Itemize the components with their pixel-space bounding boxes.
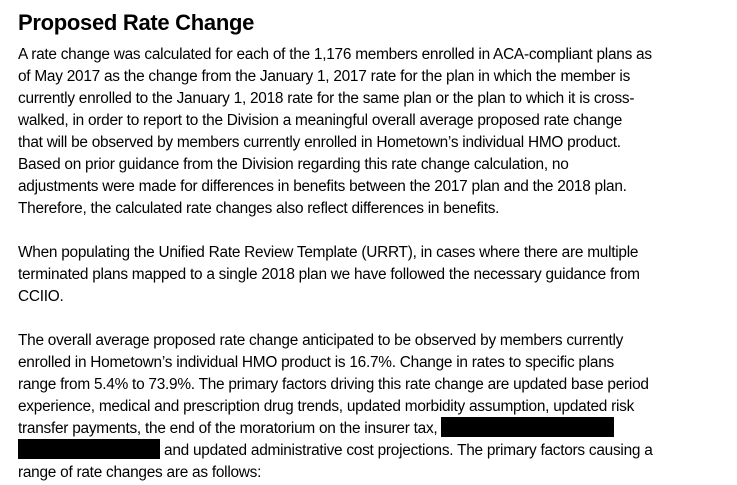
text-run: The overall average proposed rate change… — [18, 332, 624, 349]
text-run: transfer payments, the end of the morato… — [18, 420, 442, 437]
text-run: A rate change was calculated for each of… — [18, 46, 652, 63]
text-line: experience, medical and prescription dru… — [18, 396, 737, 418]
text-run: range from 5.4% to 73.9%. The primary fa… — [18, 376, 649, 393]
paragraph-1: A rate change was calculated for each of… — [18, 44, 737, 220]
text-line: enrolled in Hometown’s individual HMO pr… — [18, 352, 737, 374]
text-line: terminated plans mapped to a single 2018… — [18, 264, 737, 286]
text-line: currently enrolled to the January 1, 201… — [18, 88, 737, 110]
text-run: CCIIO. — [18, 288, 64, 305]
text-run: walked, in order to report to the Divisi… — [18, 112, 623, 129]
redaction-box — [441, 417, 615, 438]
text-run: enrolled in Hometown’s individual HMO pr… — [18, 354, 614, 371]
text-run: When populating the Unified Rate Review … — [18, 244, 639, 261]
text-run: Therefore, the calculated rate changes a… — [18, 200, 500, 217]
text-line: range from 5.4% to 73.9%. The primary fa… — [18, 374, 737, 396]
text-line: that will be observed by members current… — [18, 132, 737, 154]
text-run: currently enrolled to the January 1, 201… — [18, 90, 635, 107]
text-line: walked, in order to report to the Divisi… — [18, 110, 737, 132]
text-line: and updated administrative cost projecti… — [18, 439, 737, 462]
text-run: range of rate changes are as follows: — [18, 464, 262, 481]
text-line: When populating the Unified Rate Review … — [18, 242, 737, 264]
text-run: adjustments were made for differences in… — [18, 178, 627, 195]
text-line: A rate change was calculated for each of… — [18, 44, 737, 66]
text-line: adjustments were made for differences in… — [18, 176, 737, 198]
text-run: that will be observed by members current… — [18, 134, 621, 151]
text-line: CCIIO. — [18, 286, 737, 308]
text-line: Therefore, the calculated rate changes a… — [18, 198, 737, 220]
redaction-box — [18, 439, 160, 460]
paragraph-2: When populating the Unified Rate Review … — [18, 242, 737, 308]
text-line: of May 2017 as the change from the Janua… — [18, 66, 737, 88]
text-run: terminated plans mapped to a single 2018… — [18, 266, 640, 283]
text-run: Based on prior guidance from the Divisio… — [18, 156, 569, 173]
text-line: transfer payments, the end of the morato… — [18, 417, 737, 440]
document-body: A rate change was calculated for each of… — [18, 44, 737, 484]
text-line: The overall average proposed rate change… — [18, 330, 737, 352]
text-run: experience, medical and prescription dru… — [18, 398, 635, 415]
text-run: of May 2017 as the change from the Janua… — [18, 68, 631, 85]
text-run: and updated administrative cost projecti… — [160, 442, 653, 459]
text-line: Based on prior guidance from the Divisio… — [18, 154, 737, 176]
document-title: Proposed Rate Change — [18, 10, 255, 35]
paragraph-3: The overall average proposed rate change… — [18, 330, 737, 484]
text-line: range of rate changes are as follows: — [18, 462, 737, 484]
